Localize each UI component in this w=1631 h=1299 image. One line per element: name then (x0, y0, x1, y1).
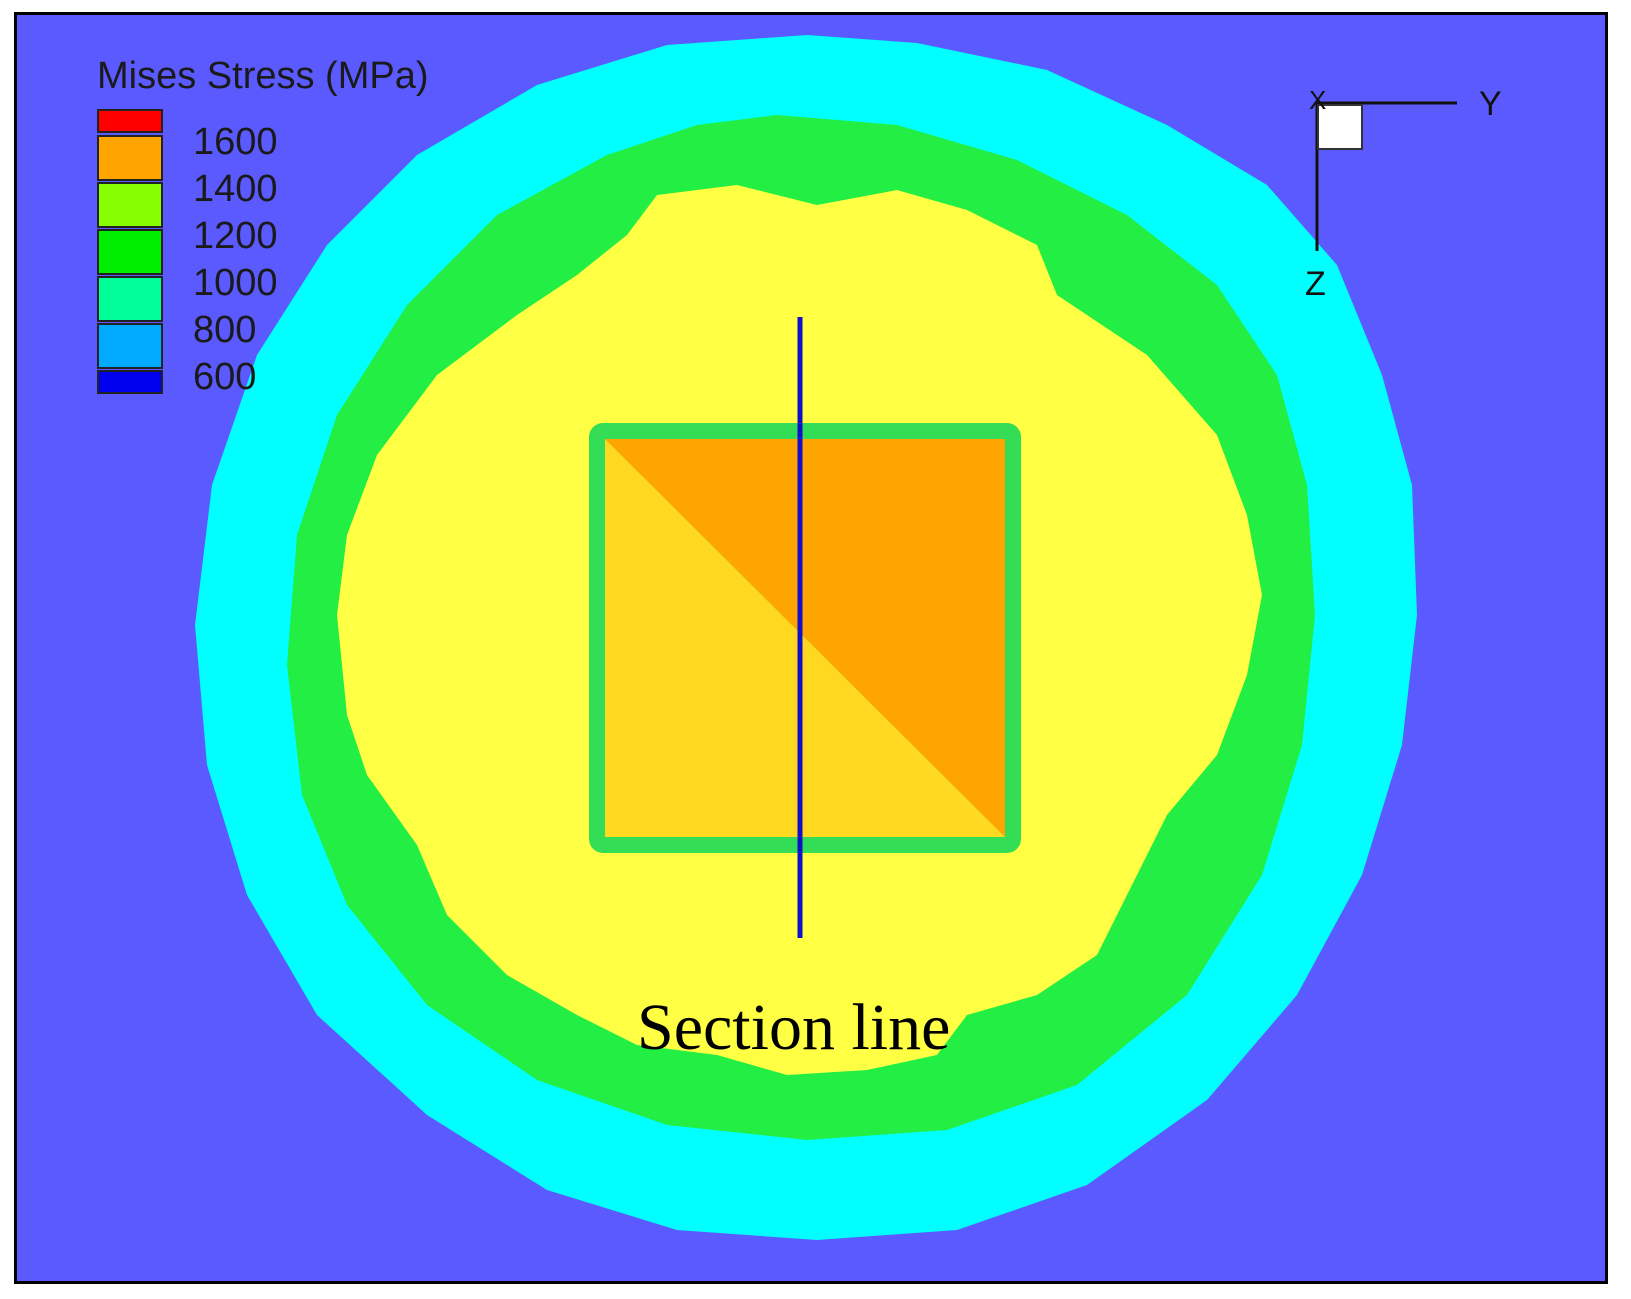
legend-label-1600: 1600 (193, 121, 278, 163)
legend-label-1200: 1200 (193, 215, 278, 257)
legend-swatch-green (97, 229, 163, 275)
contour-plot (17, 15, 1605, 1281)
core-low-stress-region (605, 439, 1005, 837)
legend-swatch-red (97, 109, 163, 133)
legend-label-1400: 1400 (193, 168, 278, 210)
legend-swatch-orange (97, 135, 163, 181)
legend-swatch-yellowgreen (97, 182, 163, 228)
legend-swatch-mint (97, 276, 163, 322)
section-line-label: Section line (637, 991, 951, 1064)
legend-title: Mises Stress (MPa) (97, 55, 429, 97)
legend-swatch-blue (97, 370, 163, 394)
x-axis-marker (1317, 104, 1363, 150)
z-axis-label: Z (1305, 265, 1326, 303)
stress-contour-figure: Mises Stress (MPa) 1600 1400 1200 1000 8… (14, 12, 1608, 1284)
y-axis-label: Y (1479, 85, 1502, 123)
x-axis-label: X (1309, 85, 1327, 115)
legend-label-600: 600 (193, 356, 257, 398)
legend-label-1000: 1000 (193, 262, 278, 304)
legend-label-800: 800 (193, 309, 257, 351)
legend-swatch-lightblue (97, 323, 163, 369)
